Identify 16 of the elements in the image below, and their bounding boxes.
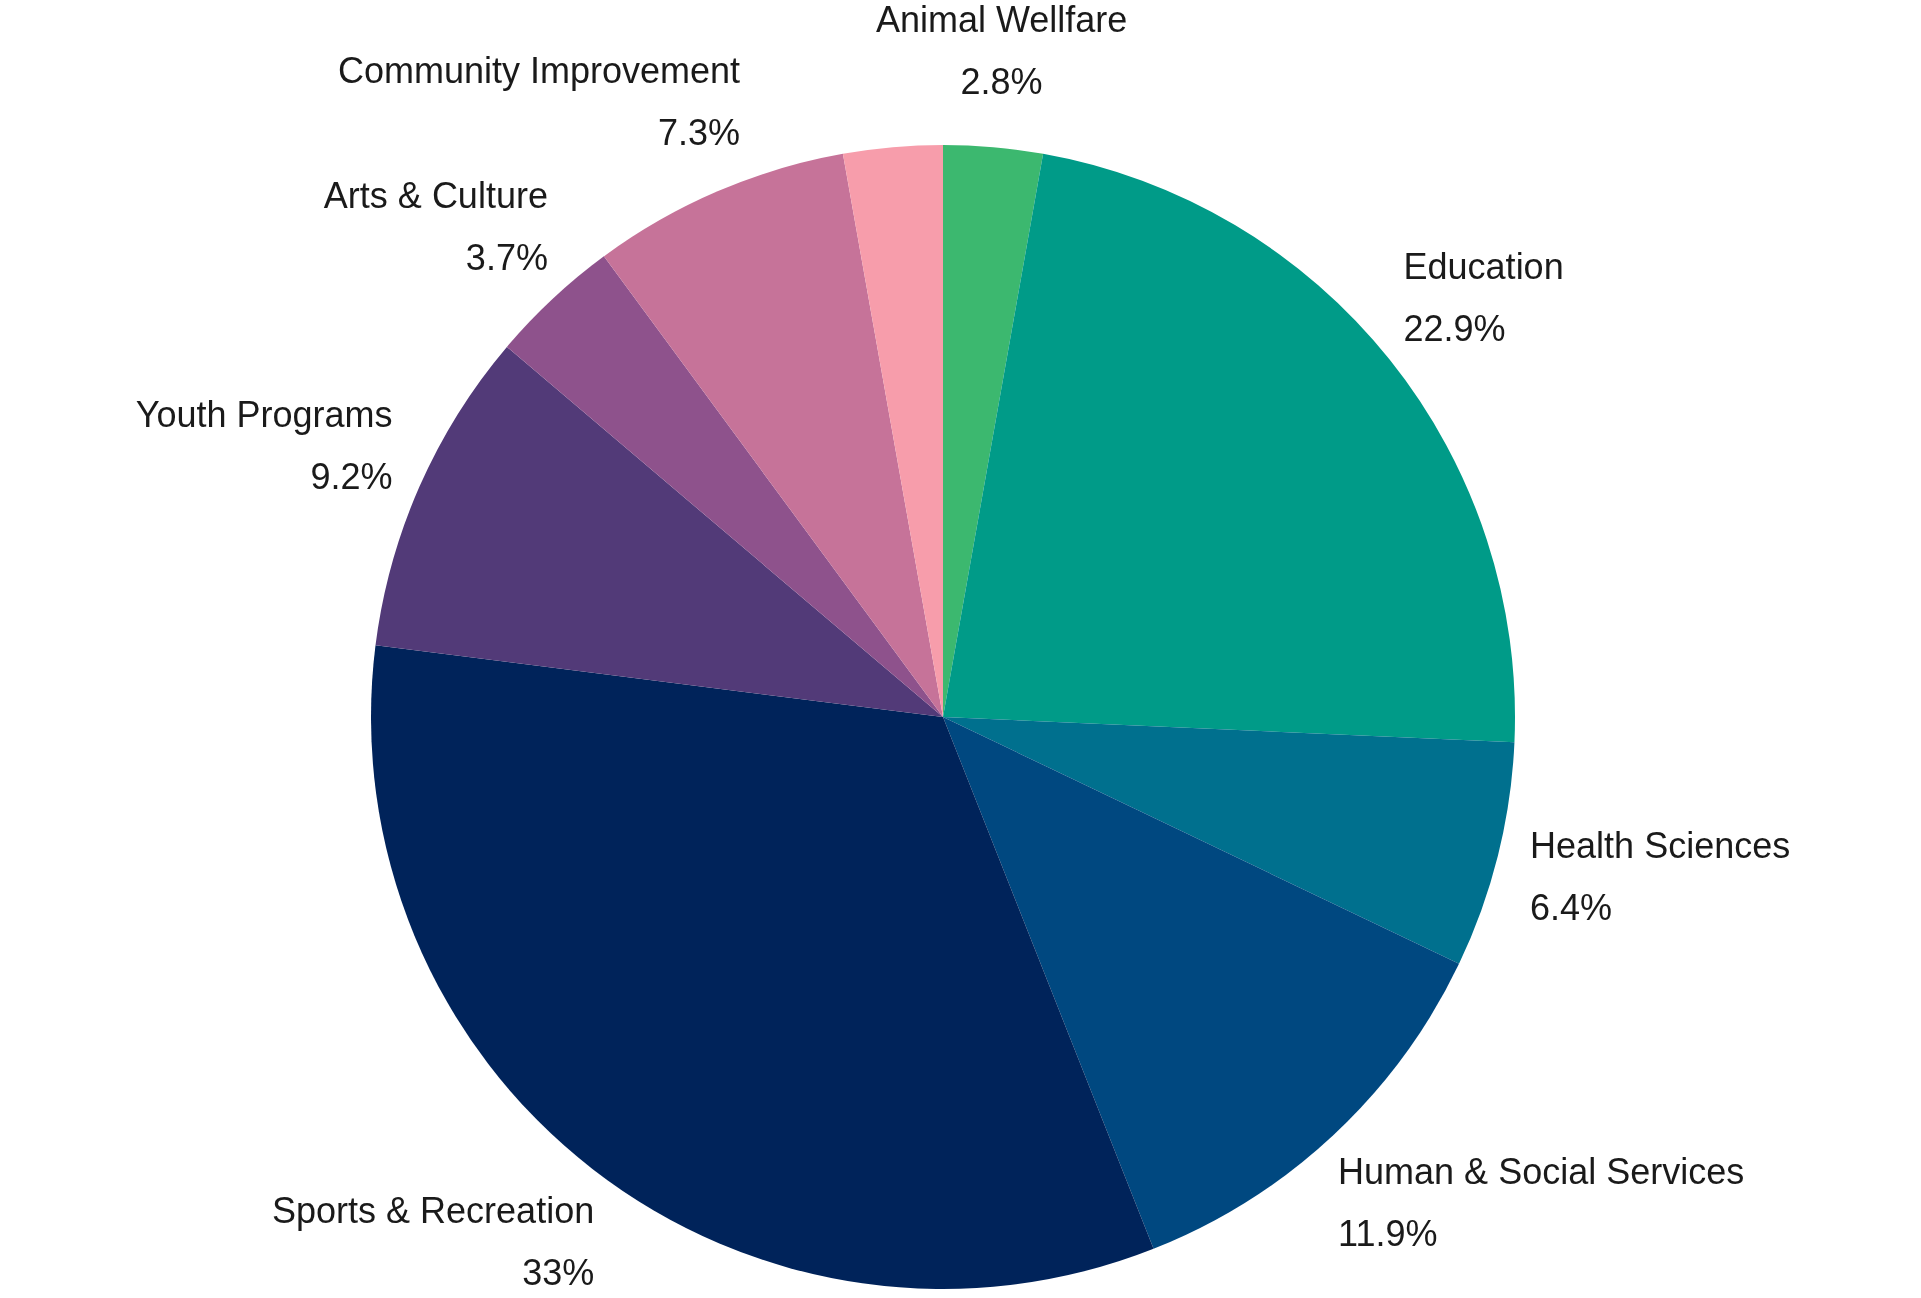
slice-label: Arts & Culture <box>323 175 548 217</box>
slice-label: Health Sciences <box>1530 824 1791 866</box>
slice-label: Sports & Recreation <box>272 1189 595 1231</box>
data-label: 7.3% <box>657 111 741 153</box>
data-label: 3.7% <box>465 237 548 279</box>
slice-label: Education <box>1403 245 1564 287</box>
data-label: 33% <box>522 1251 595 1293</box>
slice-label: Animal Wellfare <box>875 0 1128 40</box>
data-label: 11.9% <box>1338 1212 1438 1254</box>
slice-label: Community Improvement <box>337 49 741 91</box>
data-label: 22.9% <box>1403 307 1506 349</box>
slice-label: Human & Social Services <box>1338 1150 1745 1192</box>
slice-label: Youth Programs <box>135 394 393 436</box>
data-label: 9.2% <box>310 456 393 498</box>
data-label: 2.8% <box>960 60 1043 102</box>
data-label: 6.4% <box>1530 886 1613 928</box>
